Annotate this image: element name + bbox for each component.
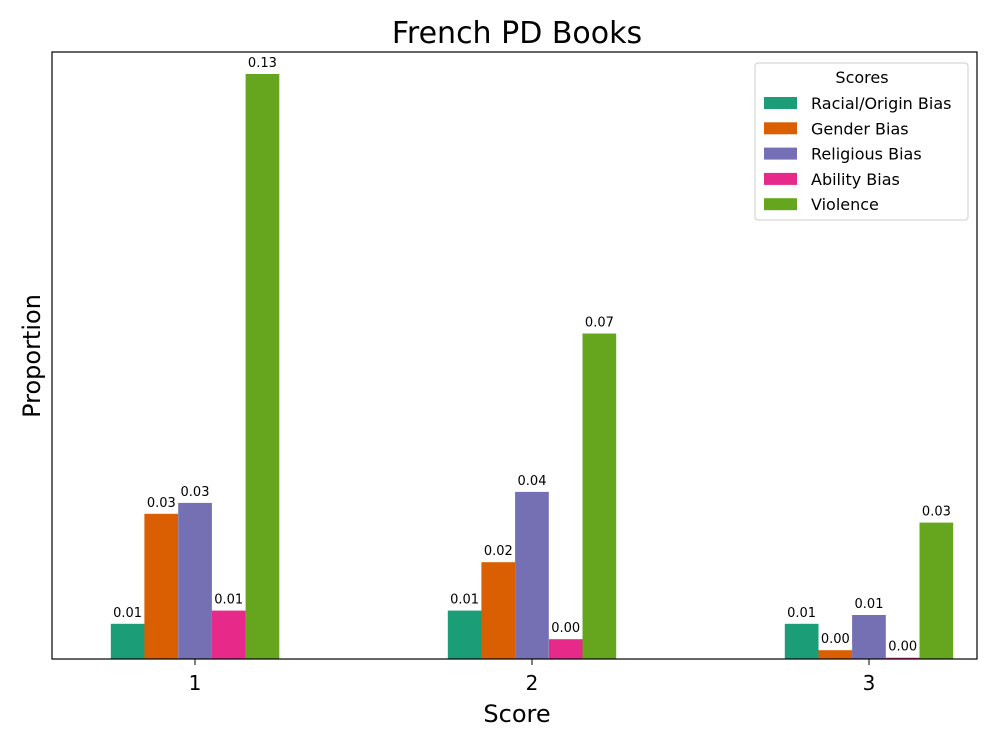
data-label-1-racial-origin-bias: 0.01 — [113, 606, 142, 621]
x-tick-label-1: 1 — [189, 671, 202, 695]
data-label-2-religious-bias: 0.04 — [518, 474, 547, 489]
data-label-2-racial-origin-bias: 0.01 — [450, 593, 479, 608]
data-label-1-violence: 0.13 — [248, 56, 277, 71]
legend-items: Racial/Origin Bias Gender Bias Religious B… — [764, 94, 951, 214]
legend-title: Scores — [835, 68, 888, 87]
data-label-3-religious-bias: 0.01 — [855, 597, 884, 612]
data-labels-group: 0.01 0.03 0.03 0.01 0.13 0.01 0.02 0.04 0.00 0.07… — [113, 56, 951, 655]
legend: Scores Racial/Origin Bias Gender Bias Reli… — [754, 62, 969, 221]
x-ticks-group: 1 2 3 — [189, 659, 876, 695]
legend-label-violence: Violence — [811, 195, 879, 214]
bar-1-racial-origin-bias — [110, 623, 145, 659]
legend-label-ability-bias: Ability Bias — [811, 170, 900, 189]
y-axis-label: Proportion — [18, 294, 46, 418]
bar-2-religious-bias — [515, 491, 549, 659]
bar-1-violence — [245, 74, 280, 659]
bar-2-violence — [582, 333, 617, 659]
bar-2-gender-bias — [481, 562, 516, 659]
bar-3-religious-bias — [852, 615, 886, 659]
data-label-2-violence: 0.07 — [585, 316, 614, 331]
data-label-3-gender-bias: 0.00 — [821, 632, 850, 647]
bar-3-violence — [919, 522, 954, 659]
bar-2-racial-origin-bias — [447, 610, 482, 659]
bar-1-ability-bias — [211, 610, 246, 659]
legend-swatch-ability-bias — [764, 172, 797, 185]
legend-swatch-violence — [764, 198, 797, 211]
x-axis-label: Score — [483, 700, 550, 728]
data-label-2-gender-bias: 0.02 — [484, 544, 513, 559]
data-label-1-gender-bias: 0.03 — [147, 496, 176, 511]
bar-3-gender-bias — [818, 650, 853, 659]
legend-swatch-religious-bias — [764, 147, 797, 160]
legend-label-racial-origin-bias: Racial/Origin Bias — [811, 94, 951, 113]
bar-2-ability-bias — [548, 639, 583, 659]
data-label-1-ability-bias: 0.01 — [214, 593, 243, 608]
data-label-3-racial-origin-bias: 0.01 — [787, 606, 816, 621]
plot-frame — [51, 51, 978, 660]
bar-3-ability-bias — [885, 657, 920, 659]
x-tick-label-2: 2 — [526, 671, 539, 695]
bars-group — [110, 74, 954, 659]
x-tick-label-3: 3 — [863, 671, 876, 695]
legend-swatch-gender-bias — [764, 122, 797, 135]
data-label-2-ability-bias: 0.00 — [551, 621, 580, 636]
legend-box — [754, 62, 969, 221]
bar-1-religious-bias — [178, 502, 212, 659]
legend-swatch-racial-origin-bias — [764, 97, 797, 109]
bar-1-gender-bias — [144, 513, 179, 659]
data-label-3-ability-bias: 0.00 — [888, 640, 917, 655]
chart-title: French PD Books — [392, 16, 642, 51]
data-label-3-violence: 0.03 — [922, 505, 951, 520]
bar-3-racial-origin-bias — [784, 623, 819, 659]
legend-label-religious-bias: Religious Bias — [811, 145, 922, 164]
data-label-1-religious-bias: 0.03 — [181, 485, 210, 500]
legend-label-gender-bias: Gender Bias — [811, 119, 909, 138]
